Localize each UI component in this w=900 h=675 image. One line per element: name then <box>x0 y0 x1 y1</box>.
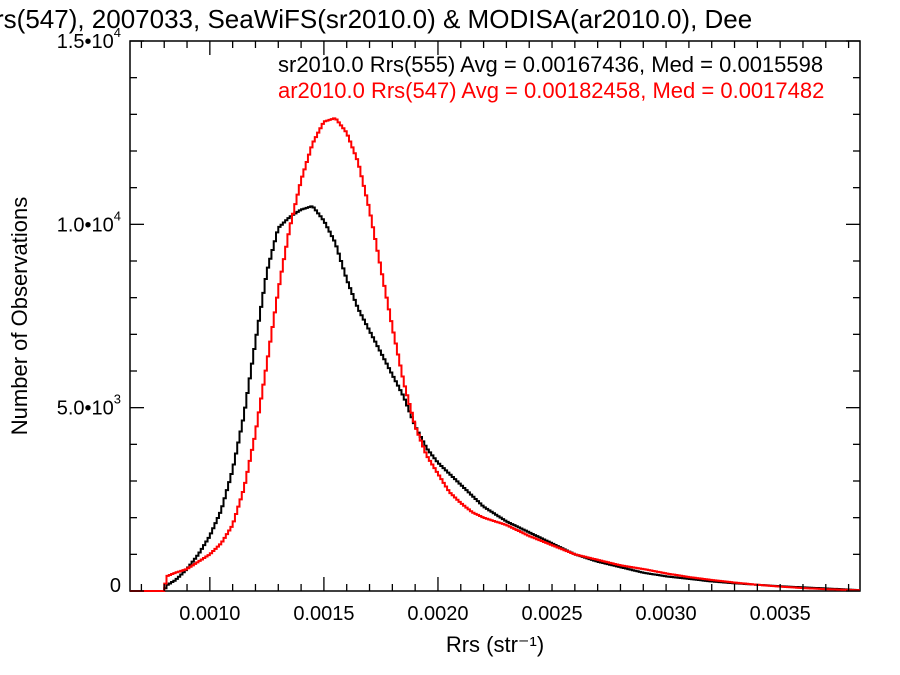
x-tick-label: 0.0015 <box>293 603 354 625</box>
series-0-histogram <box>130 205 860 592</box>
x-tick-label: 0.0020 <box>407 603 468 625</box>
x-axis-label: Rrs (str⁻¹) <box>446 632 544 657</box>
annotation-black-series: sr2010.0 Rrs(555) Avg = 0.00167436, Med … <box>278 52 823 77</box>
y-tick-exponent: 4 <box>114 25 121 40</box>
y-tick-mantissa: 5.0•10 <box>57 398 114 420</box>
y-tick-exponent: 3 <box>114 392 121 407</box>
annotation-red-series: ar2010.0 Rrs(547) Avg = 0.00182458, Med … <box>278 78 824 103</box>
axis-ticks: 0.0010 0.0015 0.0020 0.0025 0.0030 0.0035 0 5.0… <box>57 25 860 625</box>
x-tick-label: 0.0025 <box>521 603 582 625</box>
series-layer <box>130 117 860 592</box>
y-tick-label: 1.0•104 <box>57 208 121 236</box>
y-tick-mantissa: 1.0•10 <box>57 214 114 236</box>
y-tick-exponent: 4 <box>114 208 121 223</box>
y-tick-label: 0 <box>110 575 121 597</box>
y-tick-mantissa: 1.5•10 <box>57 31 114 53</box>
chart-title: rs(547), 2007033, SeaWiFS(sr2010.0) & MO… <box>0 4 752 34</box>
x-tick-label: 0.0010 <box>179 603 240 625</box>
x-tick-label: 0.0030 <box>636 603 697 625</box>
y-tick-label: 1.5•104 <box>57 25 121 53</box>
plot-frame <box>129 40 861 592</box>
y-tick-mantissa: 0 <box>110 575 121 597</box>
series-1-histogram <box>130 117 860 592</box>
y-tick-label: 5.0•103 <box>57 392 121 420</box>
x-tick-label: 0.0035 <box>750 603 811 625</box>
y-axis-label: Number of Observations <box>7 197 32 435</box>
